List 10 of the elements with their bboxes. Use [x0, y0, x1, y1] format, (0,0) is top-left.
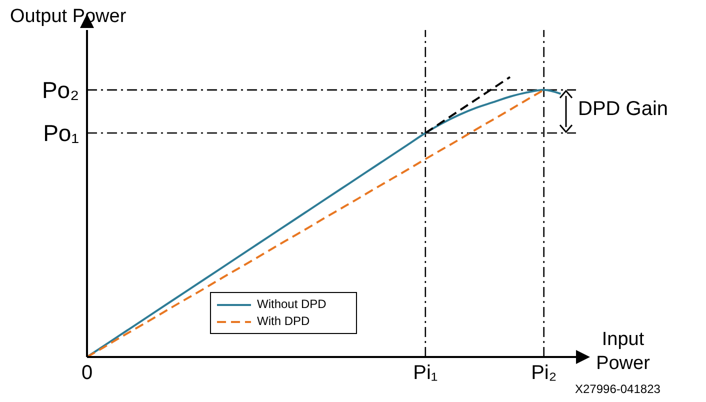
legend-label: Without DPD — [257, 296, 326, 313]
text: DPD Gain — [578, 98, 668, 122]
x-axis-title: Input Power — [595, 328, 651, 376]
text: X27996-041823 — [575, 382, 660, 396]
x-tick-label: Pi₂ — [531, 362, 557, 384]
legend-label: With DPD — [257, 313, 310, 330]
x-tick-label: 0 — [81, 362, 93, 384]
ref-line-label: Po₁ — [43, 120, 80, 146]
ref-line-label: Po₂ — [42, 76, 79, 103]
x-tick-label: Pi₁ — [413, 362, 438, 384]
